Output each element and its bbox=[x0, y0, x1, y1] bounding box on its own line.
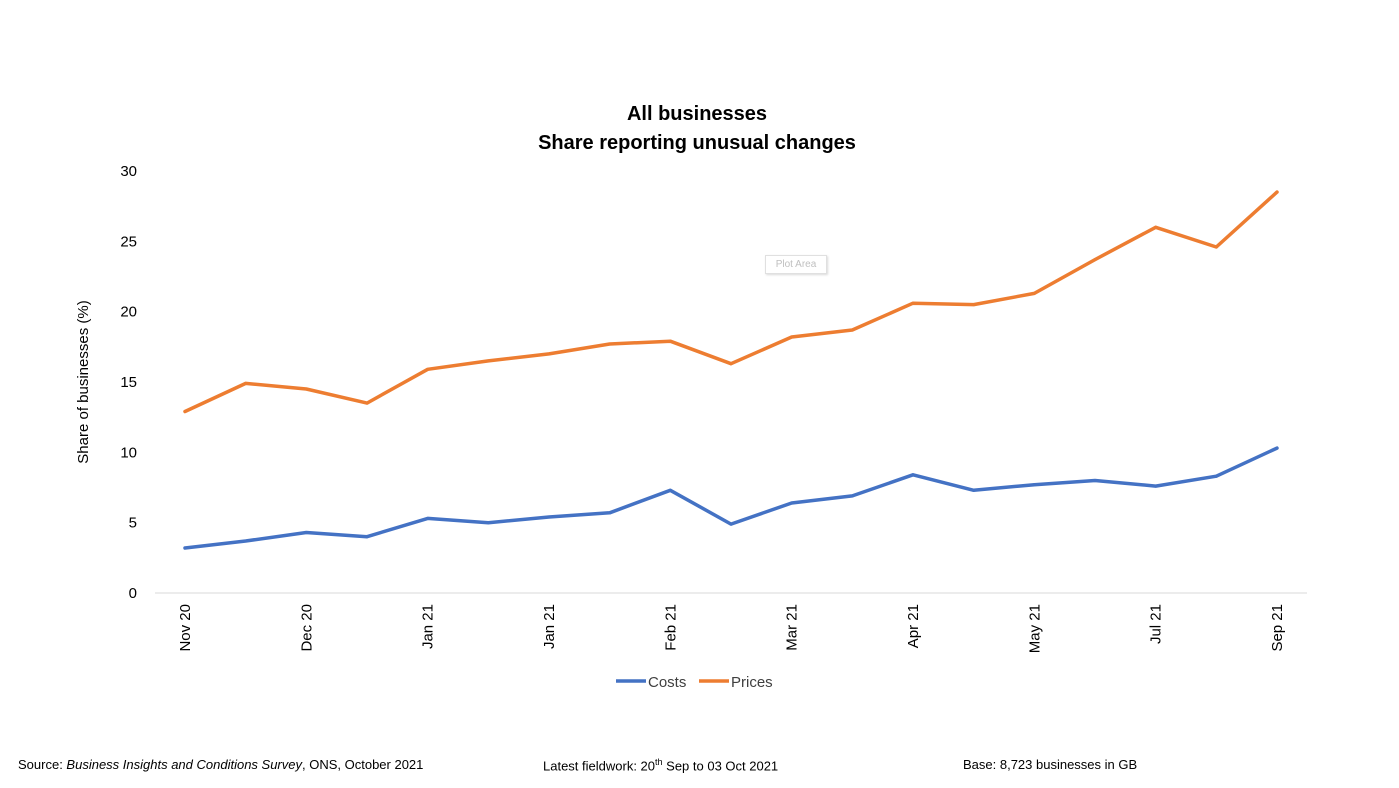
fieldwork-note: Latest fieldwork: 20th Sep to 03 Oct 202… bbox=[543, 757, 778, 773]
data-point-prices bbox=[1093, 258, 1097, 262]
x-tick-label: Mar 21 bbox=[784, 604, 801, 651]
data-point-costs bbox=[244, 539, 248, 543]
data-point-costs bbox=[486, 521, 490, 525]
x-tick-label: Jul 21 bbox=[1148, 604, 1165, 644]
data-point-costs bbox=[1093, 478, 1097, 482]
x-tick-label: Dec 20 bbox=[298, 604, 315, 652]
x-axis-ticks: Nov 20 Dec 20 Jan 21 Jan 21 Feb 21 Mar 21 Apr … bbox=[177, 604, 1286, 653]
chart-title-line-1: All businesses bbox=[627, 103, 767, 125]
chart-title-line-2: Share reporting unusual changes bbox=[538, 132, 856, 154]
y-tick-label: 5 bbox=[129, 515, 137, 532]
x-tick-label: Nov 20 bbox=[177, 604, 194, 652]
data-point-costs bbox=[729, 522, 733, 526]
legend-label-costs: Costs bbox=[648, 674, 686, 691]
plot-area-tooltip: Plot Area bbox=[765, 255, 827, 274]
y-tick-label: 10 bbox=[120, 444, 137, 461]
data-point-prices bbox=[1214, 245, 1218, 249]
fieldwork-prefix: Latest fieldwork: 20 bbox=[543, 758, 656, 774]
x-tick-label: Jan 21 bbox=[541, 604, 558, 649]
data-point-prices bbox=[1154, 225, 1158, 229]
legend: Costs Prices bbox=[616, 674, 773, 691]
data-point-prices bbox=[183, 410, 187, 414]
data-point-costs bbox=[911, 473, 915, 477]
series-lines bbox=[183, 190, 1279, 550]
data-point-prices bbox=[1275, 190, 1279, 194]
y-tick-label: 25 bbox=[120, 233, 137, 250]
data-point-prices bbox=[790, 335, 794, 339]
data-point-costs bbox=[547, 515, 551, 519]
data-point-prices bbox=[850, 328, 854, 332]
source-suffix: , ONS, October 2021 bbox=[302, 757, 424, 772]
data-point-costs bbox=[608, 511, 612, 515]
data-point-prices bbox=[911, 301, 915, 305]
data-point-costs bbox=[972, 488, 976, 492]
y-axis-ticks: 0 5 10 15 20 25 30 bbox=[120, 163, 137, 602]
data-point-prices bbox=[304, 387, 308, 391]
data-point-costs bbox=[790, 501, 794, 505]
x-tick-label: Sep 21 bbox=[1269, 604, 1286, 652]
series-line-costs bbox=[183, 446, 1279, 550]
data-point-prices bbox=[244, 381, 248, 385]
y-tick-label: 0 bbox=[129, 585, 137, 602]
data-point-prices bbox=[608, 342, 612, 346]
source-survey-name: Business Insights and Conditions Survey bbox=[66, 757, 302, 772]
fieldwork-superscript: th bbox=[655, 757, 663, 767]
data-point-costs bbox=[1214, 474, 1218, 478]
y-tick-label: 15 bbox=[120, 374, 137, 391]
source-prefix: Source: bbox=[18, 757, 67, 772]
series-line-prices bbox=[183, 190, 1279, 414]
data-point-costs bbox=[426, 516, 430, 520]
data-point-prices bbox=[1032, 291, 1036, 295]
data-point-costs bbox=[1154, 484, 1158, 488]
data-point-prices bbox=[547, 352, 551, 356]
y-tick-label: 20 bbox=[120, 304, 137, 321]
data-point-prices bbox=[426, 367, 430, 371]
x-tick-label: May 21 bbox=[1026, 604, 1043, 653]
x-tick-label: Apr 21 bbox=[905, 604, 922, 648]
fieldwork-suffix: Sep to 03 Oct 2021 bbox=[662, 758, 779, 774]
source-note: Source: Business Insights and Conditions… bbox=[18, 757, 423, 772]
data-point-costs bbox=[850, 494, 854, 498]
data-point-prices bbox=[365, 401, 369, 405]
y-axis-label-group: Share of businesses (%) bbox=[75, 300, 92, 463]
data-point-costs bbox=[365, 535, 369, 539]
data-point-prices bbox=[668, 339, 672, 343]
data-point-costs bbox=[1032, 483, 1036, 487]
data-point-costs bbox=[668, 488, 672, 492]
chart-title: All businesses Share reporting unusual ch… bbox=[538, 103, 856, 154]
data-point-prices bbox=[729, 362, 733, 366]
legend-label-prices: Prices bbox=[731, 674, 773, 691]
x-tick-label: Jan 21 bbox=[420, 604, 437, 649]
data-point-costs bbox=[183, 546, 187, 550]
data-point-costs bbox=[1275, 446, 1279, 450]
data-point-costs bbox=[304, 531, 308, 535]
data-point-prices bbox=[486, 359, 490, 363]
data-point-prices bbox=[972, 303, 976, 307]
x-tick-label: Feb 21 bbox=[662, 604, 679, 651]
base-note: Base: 8,723 businesses in GB bbox=[963, 757, 1138, 772]
y-axis-label: Share of businesses (%) bbox=[75, 300, 92, 463]
y-tick-label: 30 bbox=[120, 163, 137, 180]
